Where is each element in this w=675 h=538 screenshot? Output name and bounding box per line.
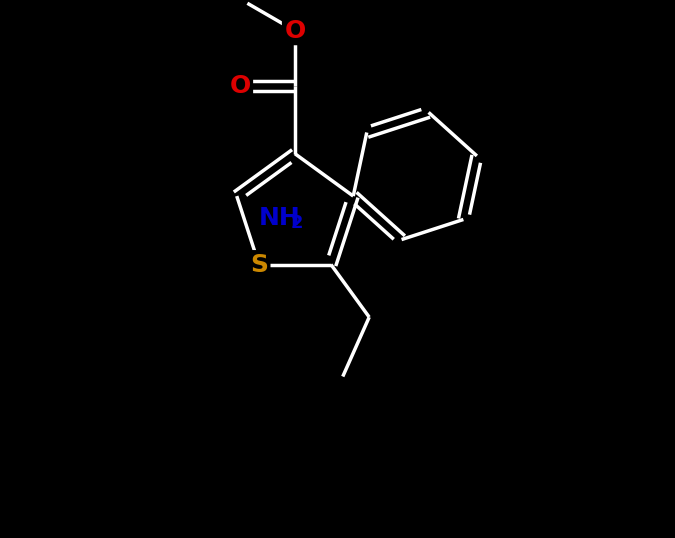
Text: NH: NH xyxy=(259,206,300,230)
Text: O: O xyxy=(284,19,306,43)
Text: S: S xyxy=(250,252,268,277)
Text: 2: 2 xyxy=(291,214,303,232)
Text: O: O xyxy=(230,74,250,98)
